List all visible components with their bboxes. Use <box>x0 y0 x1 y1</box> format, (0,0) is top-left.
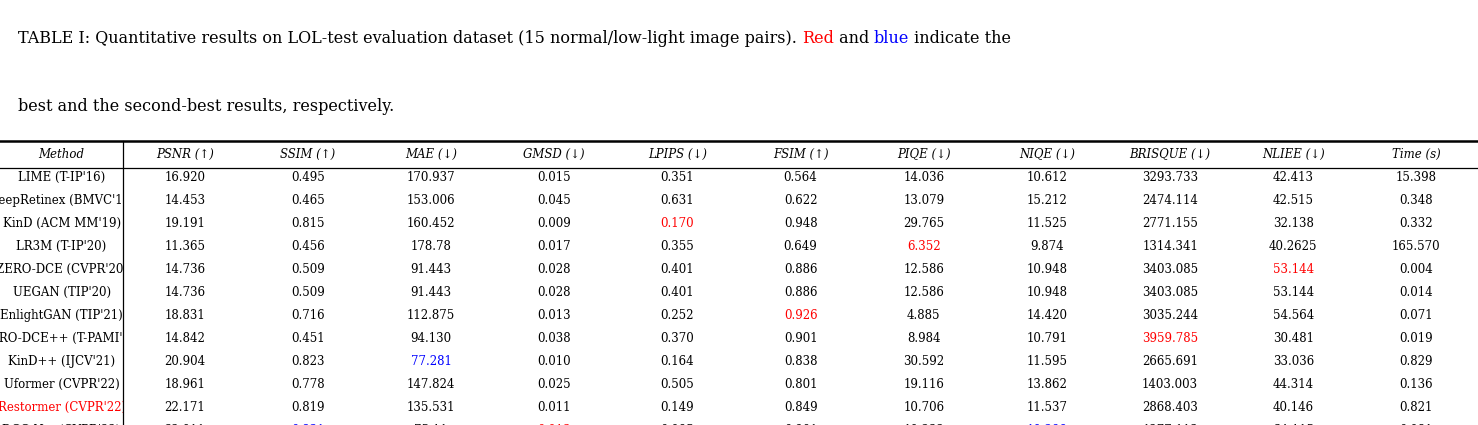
Text: TABLE I: Quantitative results on LOL-test evaluation dataset (15 normal/low-ligh: TABLE I: Quantitative results on LOL-tes… <box>18 30 801 47</box>
Text: best and the second-best results, respectively.: best and the second-best results, respec… <box>18 98 395 115</box>
Text: and: and <box>834 30 873 47</box>
Text: Red: Red <box>801 30 834 47</box>
Text: indicate the: indicate the <box>909 30 1011 47</box>
Text: blue: blue <box>873 30 909 47</box>
